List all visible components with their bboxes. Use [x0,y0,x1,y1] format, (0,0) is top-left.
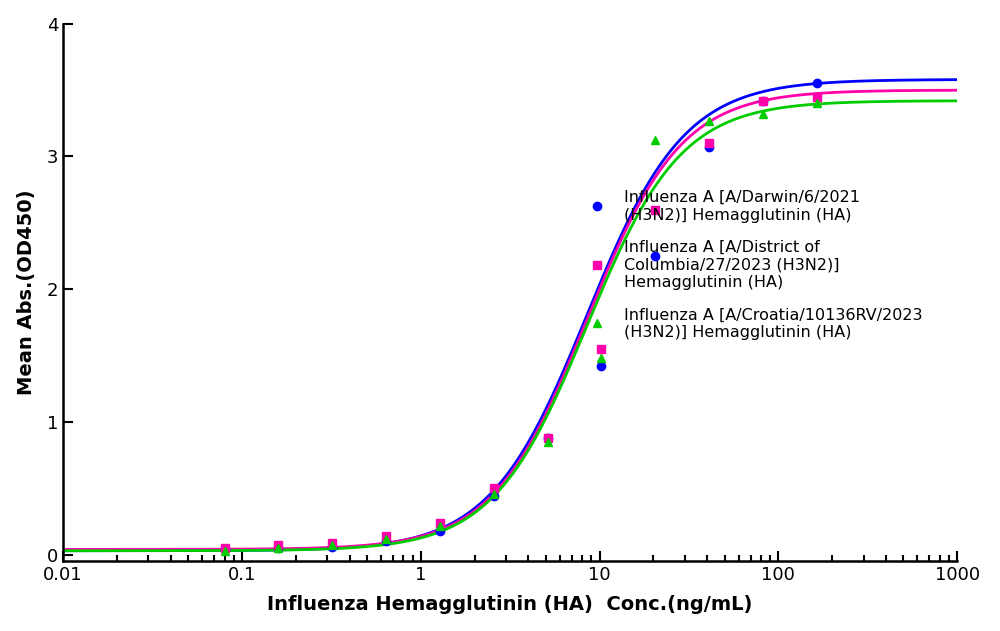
Influenza A [A/Darwin/6/2021
(H3N2)] Hemagglutinin (HA) [272,545,284,552]
Influenza A [A/Croatia/10136RV/2023
(H3N2)] Hemagglutinin (HA) [757,110,769,118]
Influenza A [A/Croatia/10136RV/2023
(H3N2)] Hemagglutinin (HA) [703,117,715,124]
Line: Influenza A [A/Darwin/6/2021
(H3N2)] Hemagglutinin (HA): Influenza A [A/Darwin/6/2021 (H3N2)] Hem… [220,80,821,553]
Influenza A [A/District of
Columbia/27/2023 (H3N2)]
Hemagglutinin (HA) [488,485,500,492]
Influenza A [A/Croatia/10136RV/2023
(H3N2)] Hemagglutinin (HA) [542,438,554,445]
Influenza A [A/Darwin/6/2021
(H3N2)] Hemagglutinin (HA) [811,80,823,87]
Influenza A [A/Croatia/10136RV/2023
(H3N2)] Hemagglutinin (HA) [649,137,661,144]
Influenza A [A/Croatia/10136RV/2023
(H3N2)] Hemagglutinin (HA) [488,490,500,497]
Legend: Influenza A [A/Darwin/6/2021
(H3N2)] Hemagglutinin (HA), Influenza A [A/District: Influenza A [A/Darwin/6/2021 (H3N2)] Hem… [572,182,931,348]
Influenza A [A/District of
Columbia/27/2023 (H3N2)]
Hemagglutinin (HA) [272,541,284,549]
Influenza A [A/District of
Columbia/27/2023 (H3N2)]
Hemagglutinin (HA) [434,519,446,527]
Influenza A [A/Darwin/6/2021
(H3N2)] Hemagglutinin (HA) [649,252,661,260]
Influenza A [A/District of
Columbia/27/2023 (H3N2)]
Hemagglutinin (HA) [380,533,392,540]
Influenza A [A/Darwin/6/2021
(H3N2)] Hemagglutinin (HA) [595,362,607,370]
X-axis label: Influenza Hemagglutinin (HA)  Conc.(ng/mL): Influenza Hemagglutinin (HA) Conc.(ng/mL… [267,595,753,615]
Line: Influenza A [A/District of
Columbia/27/2023 (H3N2)]
Hemagglutinin (HA): Influenza A [A/District of Columbia/27/2… [220,93,821,552]
Y-axis label: Mean Abs.(OD450): Mean Abs.(OD450) [17,190,36,395]
Influenza A [A/District of
Columbia/27/2023 (H3N2)]
Hemagglutinin (HA) [649,206,661,213]
Influenza A [A/Croatia/10136RV/2023
(H3N2)] Hemagglutinin (HA) [272,545,284,552]
Influenza A [A/Croatia/10136RV/2023
(H3N2)] Hemagglutinin (HA) [380,535,392,543]
Influenza A [A/Croatia/10136RV/2023
(H3N2)] Hemagglutinin (HA) [811,100,823,107]
Influenza A [A/Darwin/6/2021
(H3N2)] Hemagglutinin (HA) [380,538,392,545]
Influenza A [A/Croatia/10136RV/2023
(H3N2)] Hemagglutinin (HA) [219,547,231,555]
Influenza A [A/Croatia/10136RV/2023
(H3N2)] Hemagglutinin (HA) [326,541,338,549]
Influenza A [A/District of
Columbia/27/2023 (H3N2)]
Hemagglutinin (HA) [595,345,607,353]
Influenza A [A/District of
Columbia/27/2023 (H3N2)]
Hemagglutinin (HA) [757,97,769,105]
Influenza A [A/Darwin/6/2021
(H3N2)] Hemagglutinin (HA) [757,97,769,105]
Influenza A [A/District of
Columbia/27/2023 (H3N2)]
Hemagglutinin (HA) [703,139,715,147]
Influenza A [A/Darwin/6/2021
(H3N2)] Hemagglutinin (HA) [326,543,338,550]
Influenza A [A/District of
Columbia/27/2023 (H3N2)]
Hemagglutinin (HA) [219,545,231,552]
Influenza A [A/Darwin/6/2021
(H3N2)] Hemagglutinin (HA) [703,143,715,151]
Influenza A [A/Darwin/6/2021
(H3N2)] Hemagglutinin (HA) [219,546,231,553]
Influenza A [A/District of
Columbia/27/2023 (H3N2)]
Hemagglutinin (HA) [811,93,823,100]
Influenza A [A/Croatia/10136RV/2023
(H3N2)] Hemagglutinin (HA) [595,355,607,362]
Influenza A [A/Darwin/6/2021
(H3N2)] Hemagglutinin (HA) [434,527,446,534]
Influenza A [A/Darwin/6/2021
(H3N2)] Hemagglutinin (HA) [488,493,500,500]
Influenza A [A/Croatia/10136RV/2023
(H3N2)] Hemagglutinin (HA) [434,522,446,529]
Influenza A [A/District of
Columbia/27/2023 (H3N2)]
Hemagglutinin (HA) [542,434,554,442]
Influenza A [A/District of
Columbia/27/2023 (H3N2)]
Hemagglutinin (HA) [326,539,338,546]
Influenza A [A/Darwin/6/2021
(H3N2)] Hemagglutinin (HA) [542,434,554,442]
Line: Influenza A [A/Croatia/10136RV/2023
(H3N2)] Hemagglutinin (HA): Influenza A [A/Croatia/10136RV/2023 (H3N… [220,99,821,555]
